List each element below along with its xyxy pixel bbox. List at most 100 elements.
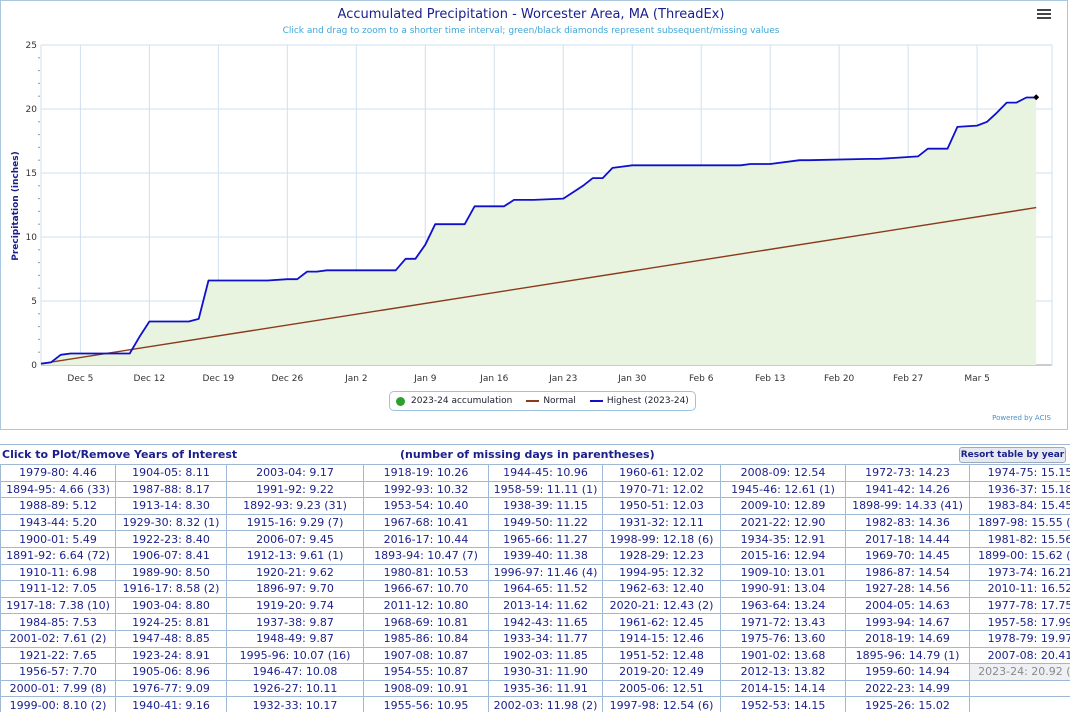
year-cell[interactable]: 1984-85: 7.53 [0,613,116,631]
year-cell[interactable]: 1946-47: 10.08 [226,663,364,681]
year-cell[interactable]: 1970-71: 12.02 [602,480,721,499]
year-cell[interactable]: 1897-98: 15.55 (9) [969,513,1070,532]
year-cell[interactable]: 2002-03: 11.98 (2) [488,696,603,712]
year-cell[interactable]: 1935-36: 11.91 [488,679,603,698]
year-cell[interactable]: 1957-58: 17.99 [969,613,1070,631]
normal-line[interactable] [40,206,1037,365]
year-cell[interactable]: 1964-65: 11.52 [488,580,603,598]
legend-item-normal[interactable]: Normal [526,396,576,406]
year-cell[interactable]: 1991-92: 9.22 [226,480,364,499]
year-cell[interactable]: 1960-61: 12.02 [602,464,721,482]
year-cell[interactable]: 1994-95: 12.32 [602,563,721,582]
year-cell[interactable]: 1928-29: 12.23 [602,546,721,565]
year-cell[interactable]: 1930-31: 11.90 [488,663,603,681]
year-cell[interactable]: 1943-44: 5.20 [0,513,116,532]
resort-table-button[interactable]: Resort table by year [959,447,1066,463]
year-cell[interactable]: 1982-83: 14.36 [845,513,970,532]
year-cell[interactable]: 2012-13: 13.82 [720,663,846,681]
legend-item-highest[interactable]: Highest (2023-24) [589,396,689,406]
year-cell[interactable]: 1996-97: 11.46 (4) [488,563,603,582]
year-cell[interactable]: 1980-81: 10.53 [363,563,489,582]
year-cell[interactable]: 1974-75: 15.15 [969,464,1070,482]
year-cell[interactable]: 1992-93: 10.32 [363,480,489,499]
precipitation-chart[interactable]: Accumulated Precipitation - Worcester Ar… [1,1,1069,431]
year-cell[interactable]: 1937-38: 9.87 [226,613,364,631]
year-cell[interactable]: 1903-04: 8.80 [115,596,227,615]
year-cell[interactable]: 1945-46: 12.61 (1) [720,480,846,499]
year-cell[interactable]: 2021-22: 12.90 [720,513,846,532]
year-cell[interactable]: 1949-50: 11.22 [488,513,603,532]
year-cell[interactable]: 2008-09: 12.54 [720,464,846,482]
year-cell[interactable]: 1985-86: 10.84 [363,629,489,648]
year-cell[interactable]: 1894-95: 4.66 (33) [0,480,116,499]
year-cell[interactable]: 1933-34: 11.77 [488,629,603,648]
year-cell[interactable]: 1969-70: 14.45 [845,546,970,565]
year-cell[interactable]: 2019-20: 12.49 [602,663,721,681]
credit-text[interactable]: Powered by ACIS [992,414,1051,422]
year-cell[interactable]: 1920-21: 9.62 [226,563,364,582]
year-cell[interactable]: 2003-04: 9.17 [226,464,364,482]
year-cell[interactable]: 1976-77: 9.09 [115,679,227,698]
year-cell[interactable]: 2014-15: 14.14 [720,679,846,698]
year-cell[interactable]: 1926-27: 10.11 [226,679,364,698]
year-cell[interactable]: 1902-03: 11.85 [488,646,603,665]
year-cell[interactable]: 2018-19: 14.69 [845,629,970,648]
year-cell[interactable]: 1892-93: 9.23 (31) [226,497,364,515]
year-cell[interactable]: 1987-88: 8.17 [115,480,227,499]
highest-line[interactable] [40,96,1037,365]
year-cell[interactable]: 1993-94: 14.67 [845,613,970,631]
year-cell[interactable]: 1918-19: 10.26 [363,464,489,482]
year-cell[interactable]: 1983-84: 15.45 [969,497,1070,515]
year-cell[interactable]: 1978-79: 19.97 [969,629,1070,648]
year-cell[interactable]: 2010-11: 16.52 [969,580,1070,598]
year-cell[interactable]: 1934-35: 12.91 [720,530,846,548]
year-cell[interactable]: 2005-06: 12.51 [602,679,721,698]
year-cell[interactable]: 1909-10: 13.01 [720,563,846,582]
year-cell[interactable]: 1965-66: 11.27 [488,530,603,548]
year-cell[interactable]: 1923-24: 8.91 [115,646,227,665]
year-cell[interactable]: 1898-99: 14.33 (41) [845,497,970,515]
year-cell[interactable]: 1997-98: 12.54 (6) [602,696,721,712]
year-cell[interactable]: 1922-23: 8.40 [115,530,227,548]
year-cell[interactable]: 1905-06: 8.96 [115,663,227,681]
year-cell[interactable]: 1954-55: 10.87 [363,663,489,681]
year-cell[interactable]: 1961-62: 12.45 [602,613,721,631]
year-cell[interactable]: 1895-96: 14.79 (1) [845,646,970,665]
year-cell[interactable]: 1917-18: 7.38 (10) [0,596,116,615]
year-cell[interactable]: 1931-32: 12.11 [602,513,721,532]
year-cell[interactable]: 2020-21: 12.43 (2) [602,596,721,615]
legend-item-accumulation[interactable]: 2023-24 accumulation [396,396,512,406]
year-cell[interactable]: 1914-15: 12.46 [602,629,721,648]
menu-icon[interactable] [1033,7,1055,25]
year-cell[interactable]: 1910-11: 6.98 [0,563,116,582]
year-cell[interactable]: 1908-09: 10.91 [363,679,489,698]
year-cell[interactable]: 1942-43: 11.65 [488,613,603,631]
year-cell[interactable]: 2000-01: 7.99 (8) [0,679,116,698]
year-cell[interactable]: 1939-40: 11.38 [488,546,603,565]
year-cell[interactable]: 2013-14: 11.62 [488,596,603,615]
year-cell[interactable]: 1988-89: 5.12 [0,497,116,515]
year-cell[interactable]: 1924-25: 8.81 [115,613,227,631]
year-cell[interactable]: 1912-13: 9.61 (1) [226,546,364,565]
year-cell[interactable]: 2011-12: 10.80 [363,596,489,615]
year-cell[interactable]: 1953-54: 10.40 [363,497,489,515]
year-cell[interactable]: 2007-08: 20.41 [969,646,1070,665]
year-cell[interactable]: 1891-92: 6.64 (72) [0,546,116,565]
year-cell[interactable]: 1979-80: 4.46 [0,464,116,482]
year-cell[interactable]: 1999-00: 8.10 (2) [0,696,116,712]
year-cell[interactable]: 1981-82: 15.56 [969,530,1070,548]
year-cell[interactable]: 1990-91: 13.04 [720,580,846,598]
year-cell[interactable]: 1973-74: 16.21 [969,563,1070,582]
year-cell[interactable]: 2017-18: 14.44 [845,530,970,548]
year-cell[interactable]: 1989-90: 8.50 [115,563,227,582]
end-marker-diamond[interactable] [1033,94,1040,101]
year-cell[interactable]: 1962-63: 12.40 [602,580,721,598]
year-cell[interactable]: 1956-57: 7.70 [0,663,116,681]
year-cell[interactable]: 1968-69: 10.81 [363,613,489,631]
year-cell[interactable]: 1893-94: 10.47 (7) [363,546,489,565]
year-cell[interactable]: 1998-99: 12.18 (6) [602,530,721,548]
year-cell[interactable]: 2016-17: 10.44 [363,530,489,548]
year-cell[interactable]: 2001-02: 7.61 (2) [0,629,116,648]
year-cell[interactable]: 1919-20: 9.74 [226,596,364,615]
year-cell[interactable]: 1995-96: 10.07 (16) [226,646,364,665]
